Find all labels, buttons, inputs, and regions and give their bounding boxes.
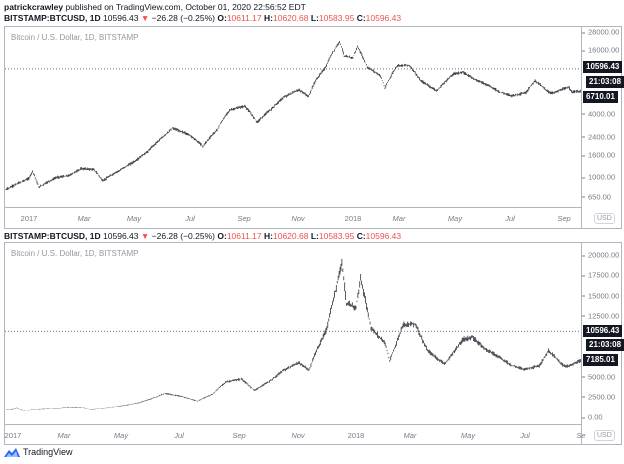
y-tick-label: 650.00 bbox=[582, 192, 611, 202]
c-label: C: bbox=[356, 231, 366, 241]
h-value: 10620.68 bbox=[273, 231, 309, 241]
o-value: 10611.17 bbox=[226, 13, 262, 23]
y-tick-label: 2400.00 bbox=[581, 132, 616, 142]
down-arrow-icon: ▼ bbox=[140, 13, 150, 23]
h-value: 10620.68 bbox=[273, 13, 309, 23]
x-tick-label: May bbox=[113, 431, 129, 440]
x-tick-label: Mar bbox=[392, 214, 406, 223]
x-tick-label: Mar bbox=[403, 431, 417, 440]
price-label-tag: 10596.43 bbox=[583, 61, 623, 73]
plot-area[interactable]: Bitcoin / U.S. Dollar, 1D, BITSTAMP bbox=[5, 243, 581, 424]
tradingview-logo[interactable]: TradingView bbox=[4, 447, 73, 457]
time-axis[interactable]: 2017 Mar May Jul Sep Nov 2018 Mar May Jul Sep bbox=[5, 207, 581, 229]
x-tick-label: Nov bbox=[291, 431, 305, 440]
price-axis[interactable]: USD 28000.00 16000.00 4000.00 2400.00 1600.0… bbox=[581, 27, 624, 228]
c-value: 10596.43 bbox=[365, 231, 402, 241]
x-tick-label: Sep bbox=[232, 431, 246, 440]
price-change: −26.28 (−0.25%) bbox=[151, 231, 215, 241]
y-tick-label: 1000.00 bbox=[581, 172, 616, 182]
last-price: 10596.43 bbox=[103, 231, 139, 241]
currency-label[interactable]: USD bbox=[594, 213, 615, 224]
symbol[interactable]: BITSTAMP:BTCUSD, 1D bbox=[4, 13, 101, 23]
x-tick-label: 2018 bbox=[344, 214, 362, 223]
h-label: H: bbox=[264, 13, 273, 23]
chart-title: Bitcoin / U.S. Dollar, 1D, BITSTAMP bbox=[11, 249, 139, 258]
x-tick-label: Mar bbox=[57, 431, 71, 440]
x-tick-label: May bbox=[447, 214, 463, 223]
last-price: 10596.43 bbox=[103, 13, 139, 23]
y-tick-label: 4000.00 bbox=[581, 109, 616, 118]
tradingview-logo-icon bbox=[4, 448, 20, 457]
h-label: H: bbox=[264, 231, 273, 241]
chart-title: Bitcoin / U.S. Dollar, 1D, BITSTAMP bbox=[11, 33, 139, 42]
c-label: C: bbox=[356, 13, 366, 23]
symbol[interactable]: BITSTAMP:BTCUSD, 1D bbox=[4, 231, 101, 241]
x-tick-label: Jul bbox=[505, 214, 515, 223]
y-tick-label: 28000.00 bbox=[581, 27, 620, 37]
o-label: O: bbox=[217, 13, 227, 23]
l-value: 10583.95 bbox=[318, 13, 355, 23]
x-tick-label: Se bbox=[576, 431, 586, 440]
o-label: O: bbox=[217, 231, 227, 241]
brand-name: TradingView bbox=[23, 447, 73, 457]
y-tick-label: 12500.00 bbox=[581, 311, 620, 321]
author-name[interactable]: patrickcrawley bbox=[4, 2, 64, 12]
l-label: L: bbox=[310, 13, 319, 23]
y-tick-label: 17500.00 bbox=[581, 270, 620, 280]
x-tick-label: Jul bbox=[174, 431, 184, 440]
currency-label[interactable]: USD bbox=[594, 430, 615, 441]
x-tick-label: 2018 bbox=[347, 431, 365, 440]
x-tick-label: 2017 bbox=[20, 214, 38, 223]
last-label-tag: 7185.01 bbox=[583, 354, 618, 366]
y-tick-label: 1600.00 bbox=[581, 150, 616, 160]
o-value: 10611.17 bbox=[226, 231, 262, 241]
price-chart[interactable] bbox=[5, 27, 581, 207]
x-tick-label: Sep bbox=[237, 214, 251, 223]
c-value: 10596.43 bbox=[365, 13, 402, 23]
last-label-tag: 6710.01 bbox=[583, 91, 618, 103]
publish-text: published on TradingView.com, October 01… bbox=[65, 2, 306, 12]
publish-info: patrickcrawley published on TradingView.… bbox=[4, 2, 306, 12]
y-tick-label: 0.00 bbox=[582, 412, 603, 422]
countdown-tag: 21:03:08 bbox=[586, 339, 624, 351]
quote-line-top: BITSTAMP:BTCUSD, 1D 10596.43 ▼ −26.28 (−… bbox=[4, 13, 401, 23]
y-tick-label: 15000.00 bbox=[581, 291, 620, 300]
y-tick-label: 2500.00 bbox=[581, 392, 616, 402]
down-arrow-icon: ▼ bbox=[140, 231, 150, 241]
price-axis[interactable]: USD 20000.00 17500.00 15000.00 12500.00 5000… bbox=[581, 243, 624, 444]
y-tick-label: 20000.00 bbox=[581, 250, 620, 260]
y-tick-label: 16000.00 bbox=[581, 45, 620, 55]
x-tick-label: Sep bbox=[557, 214, 571, 223]
countdown-tag: 21:03:08 bbox=[586, 76, 624, 88]
x-tick-label: May bbox=[460, 431, 476, 440]
price-change: −26.28 (−0.25%) bbox=[151, 13, 215, 23]
x-tick-label: Jul bbox=[520, 431, 530, 440]
price-label-tag: 10596.43 bbox=[583, 325, 623, 337]
x-tick-label: May bbox=[126, 214, 142, 223]
quote-line-bottom: BITSTAMP:BTCUSD, 1D 10596.43 ▼ −26.28 (−… bbox=[4, 231, 401, 241]
x-tick-label: 2017 bbox=[4, 431, 22, 440]
x-tick-label: Jul bbox=[185, 214, 195, 223]
l-value: 10583.95 bbox=[318, 231, 355, 241]
chart-panel-linear[interactable]: Bitcoin / U.S. Dollar, 1D, BITSTAMP USD … bbox=[4, 242, 624, 446]
y-tick-label: 5000.00 bbox=[581, 372, 616, 381]
x-tick-label: Mar bbox=[77, 214, 91, 223]
chart-panel-log[interactable]: Bitcoin / U.S. Dollar, 1D, BITSTAMP USD … bbox=[4, 26, 624, 229]
x-tick-label: Nov bbox=[291, 214, 305, 223]
plot-area[interactable]: Bitcoin / U.S. Dollar, 1D, BITSTAMP bbox=[5, 27, 581, 207]
l-label: L: bbox=[310, 231, 319, 241]
price-chart[interactable] bbox=[5, 243, 581, 424]
time-axis[interactable]: 2017 Mar May Jul Sep Nov 2018 Mar May Jul Se bbox=[4, 424, 586, 446]
